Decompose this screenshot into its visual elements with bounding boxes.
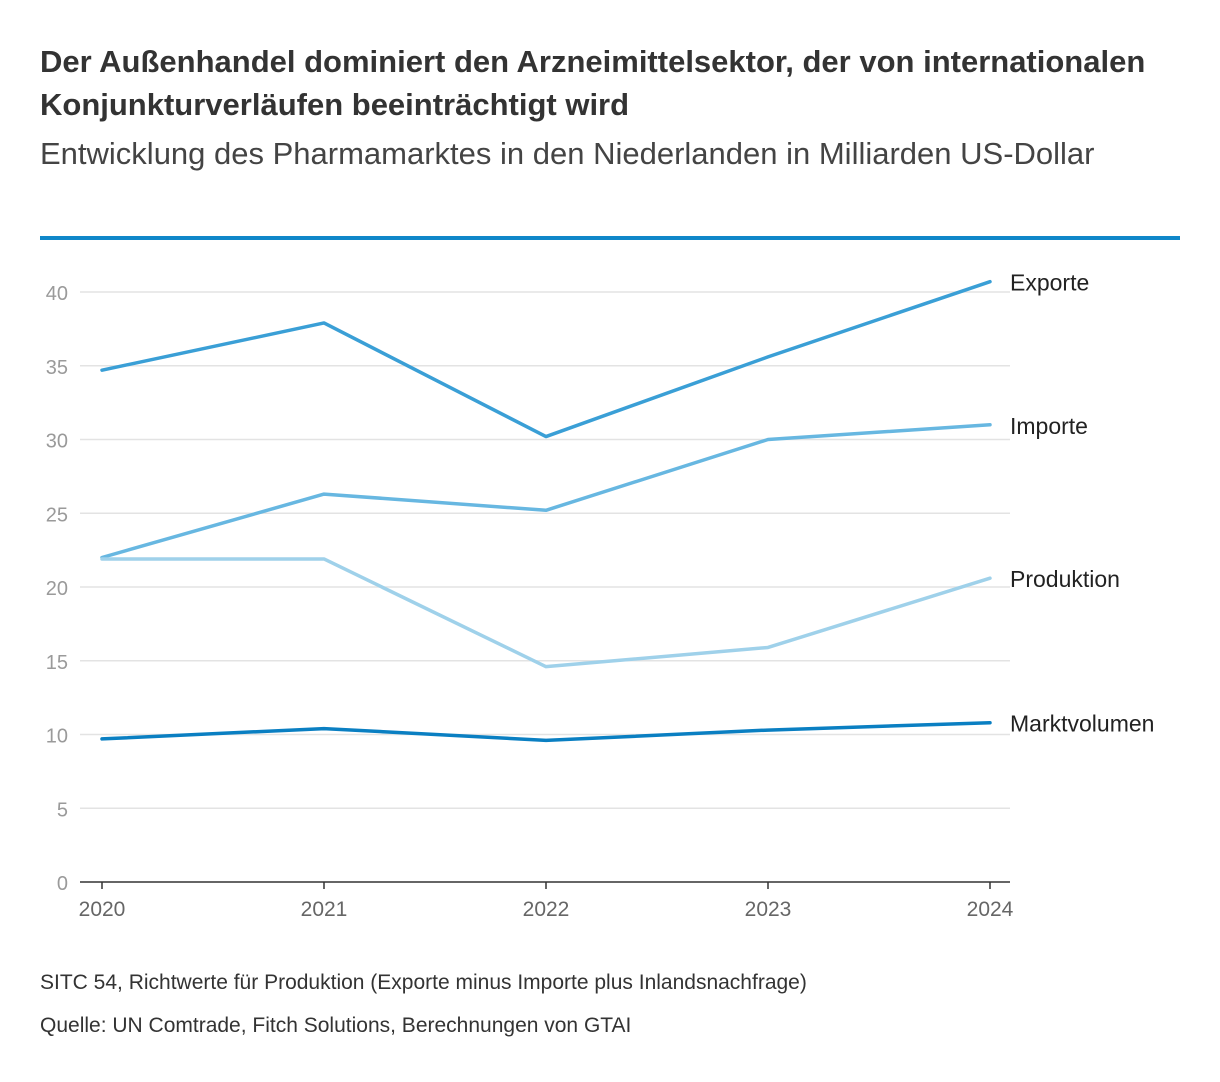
- series-line-exporte: [100, 279, 992, 439]
- footnote: SITC 54, Richtwerte für Produktion (Expo…: [40, 971, 807, 994]
- y-tick-label: 0: [57, 873, 68, 895]
- x-tick-label: 2023: [745, 898, 792, 921]
- y-tick-label: 35: [46, 357, 68, 379]
- series-lines: [100, 279, 992, 743]
- y-tick-label: 15: [46, 652, 68, 674]
- series-label-importe: Importe: [1010, 413, 1088, 439]
- gridlines: [80, 291, 1010, 883]
- chart-title: Der Außenhandel dominiert den Arzneimitt…: [40, 44, 1146, 122]
- line-chart: 0 5 10 15 20 25 30 35 40 2020 2021 2022 2023 2024 Ex…: [46, 270, 1155, 921]
- series-label-produktion: Produktion: [1010, 566, 1120, 592]
- y-tick-label: 30: [46, 431, 68, 453]
- series-label-marktvolumen: Marktvolumen: [1010, 711, 1154, 737]
- series-line-marktvolumen: [100, 720, 992, 743]
- y-tick-label: 5: [57, 799, 68, 821]
- series-line-importe: [100, 423, 992, 560]
- x-axis-ticks: 2020 2021 2022 2023 2024: [79, 882, 1014, 921]
- series-line-produktion: [100, 557, 992, 669]
- y-tick-label: 20: [46, 578, 68, 600]
- x-tick-label: 2020: [79, 898, 126, 921]
- chart-subtitle: Entwicklung des Pharmamarktes in den Nie…: [40, 136, 1095, 171]
- y-tick-label: 10: [46, 726, 68, 748]
- y-tick-label: 25: [46, 504, 68, 526]
- y-tick-label: 40: [46, 283, 68, 305]
- x-tick-label: 2022: [523, 898, 570, 921]
- source-note: Quelle: UN Comtrade, Fitch Solutions, Be…: [40, 1014, 632, 1037]
- title-divider: [40, 236, 1180, 240]
- series-labels: Exporte Importe Produktion Marktvolumen: [1010, 270, 1154, 737]
- x-tick-label: 2021: [301, 898, 348, 921]
- x-tick-label: 2024: [967, 898, 1014, 921]
- series-label-exporte: Exporte: [1010, 270, 1089, 296]
- y-axis-ticks: 0 5 10 15 20 25 30 35 40: [46, 283, 68, 895]
